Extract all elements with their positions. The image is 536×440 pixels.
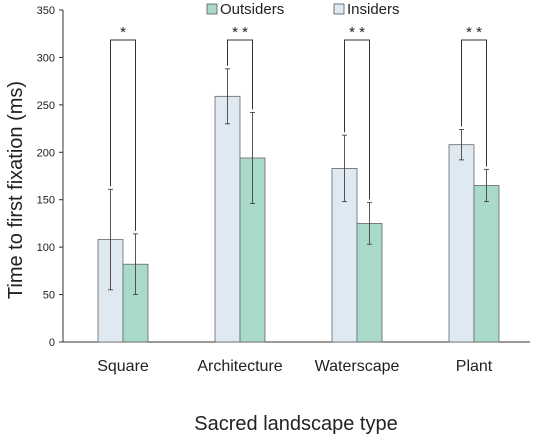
y-tick-label: 200 xyxy=(37,147,55,159)
y-axis-ticks: 0 50 100 150 200 250 300 350 xyxy=(37,5,63,349)
significance-marker: * * xyxy=(466,24,482,41)
legend-label-outsiders: Outsiders xyxy=(220,1,284,18)
x-axis-title: Sacred landscape type xyxy=(194,413,397,435)
legend: Outsiders Insiders xyxy=(206,1,400,18)
y-tick-label: 250 xyxy=(37,100,55,112)
x-tick-label: Architecture xyxy=(197,358,282,375)
bar-insiders xyxy=(448,144,475,343)
significance-bracket xyxy=(344,39,370,200)
bar-outsiders xyxy=(473,185,500,343)
y-tick-label: 50 xyxy=(43,290,55,302)
significance-marker: * * xyxy=(349,24,365,41)
y-tick-label: 150 xyxy=(37,195,55,207)
bar-insiders xyxy=(214,95,241,343)
significance-bracket xyxy=(110,39,136,231)
legend-swatch-insiders xyxy=(333,3,345,15)
y-tick-label: 350 xyxy=(37,5,55,17)
y-axis-title: Time to first fixation (ms) xyxy=(5,81,27,299)
significance-marker: * * xyxy=(232,24,248,41)
plot-area: * * * * * * * xyxy=(97,24,500,343)
legend-label-insiders: Insiders xyxy=(347,1,400,18)
y-tick-label: 100 xyxy=(37,242,55,254)
bar-outsiders xyxy=(122,263,149,343)
x-axis-tick-labels: Square Architecture Waterscape Plant xyxy=(97,358,493,375)
significance-marker: * xyxy=(120,24,126,41)
y-tick-label: 300 xyxy=(37,52,55,64)
x-tick-label: Plant xyxy=(456,358,493,375)
y-tick-label: 0 xyxy=(49,337,55,349)
legend-swatch-outsiders xyxy=(206,3,218,15)
x-tick-label: Waterscape xyxy=(315,358,400,375)
significance-bracket xyxy=(461,39,487,167)
significance-bracket xyxy=(227,39,253,110)
x-tick-label: Square xyxy=(97,358,149,375)
